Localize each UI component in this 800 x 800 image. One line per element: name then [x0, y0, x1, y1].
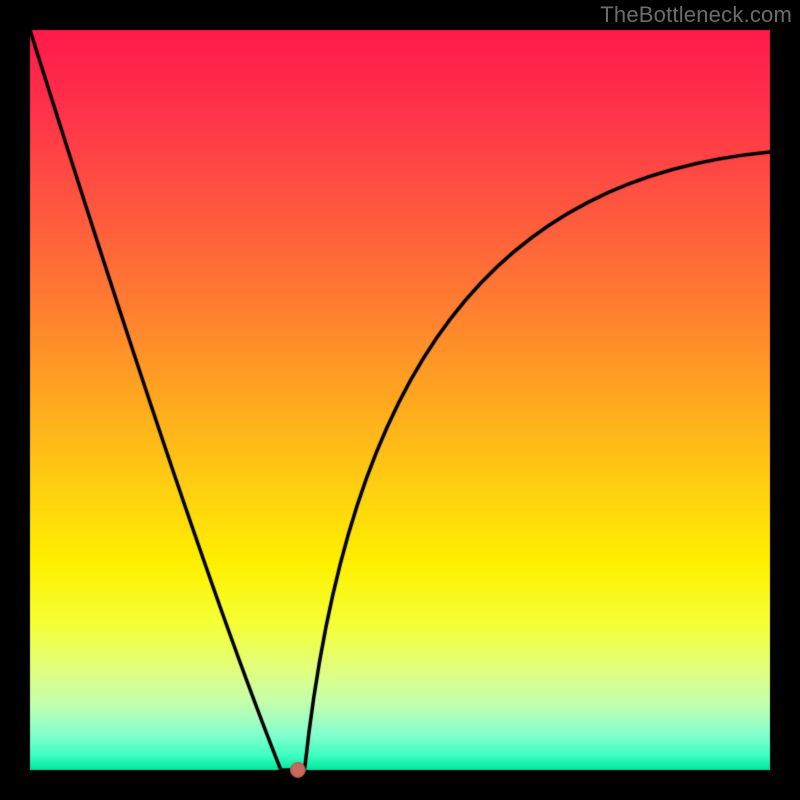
chart-container: TheBottleneck.com [0, 0, 800, 800]
watermark-text: TheBottleneck.com [600, 2, 792, 28]
bottleneck-chart-canvas [0, 0, 800, 800]
